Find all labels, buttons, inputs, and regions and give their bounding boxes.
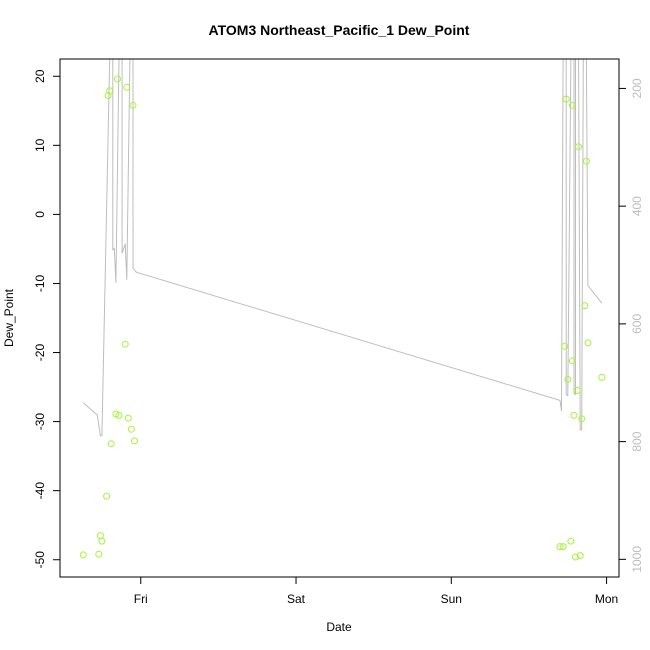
data-point <box>576 552 584 560</box>
y2-tick-label: 200 <box>630 78 644 98</box>
x-tick-label: Fri <box>134 592 148 606</box>
data-point <box>570 411 578 419</box>
y-axis: 20 10 0 -10 -20 -30 -40 -50 <box>33 69 61 569</box>
data-point <box>573 387 581 394</box>
y-tick-label: -20 <box>33 344 47 362</box>
data-point <box>575 143 583 151</box>
data-point <box>103 492 111 500</box>
data-point <box>114 75 121 83</box>
data-point <box>129 101 137 109</box>
y-tick-label: -10 <box>33 274 47 292</box>
data-point <box>124 414 132 422</box>
y-tick-label: 10 <box>33 138 47 152</box>
data-point <box>115 411 123 419</box>
data-point <box>106 87 114 95</box>
data-point <box>127 425 135 433</box>
y2-tick-label: 400 <box>630 196 644 216</box>
data-point <box>121 340 129 348</box>
y2-tick-label: 600 <box>630 314 644 334</box>
data-point <box>95 550 103 558</box>
data-point <box>123 83 131 91</box>
y2-tick-label: 1000 <box>630 546 644 573</box>
x-tick-label: Sun <box>441 592 462 606</box>
data-point <box>572 553 579 561</box>
y-tick-label: 20 <box>33 69 47 83</box>
data-point <box>79 551 87 559</box>
x-axis: Fri Sat Sun Mon <box>134 576 618 606</box>
x-tick-label: Mon <box>595 592 618 606</box>
data-point <box>568 101 576 109</box>
data-point <box>567 537 575 545</box>
data-point <box>581 302 589 310</box>
data-point <box>598 373 606 381</box>
data-point <box>556 543 564 551</box>
chart-title: ATOM3 Northeast_Pacific_1 Dew_Point <box>209 22 470 38</box>
x-axis-label: Date <box>326 620 352 634</box>
x-tick-label: Sat <box>287 592 306 606</box>
data-point <box>131 437 138 445</box>
y2-axis-pressure: 200 400 600 800 1000 <box>618 78 644 573</box>
data-point <box>584 339 592 347</box>
data-point <box>568 357 576 365</box>
data-point <box>578 415 586 423</box>
y-tick-label: -40 <box>33 482 47 500</box>
data-point <box>107 440 115 448</box>
data-point <box>559 543 567 551</box>
data-point <box>98 537 106 545</box>
y-tick-label: -50 <box>33 551 47 569</box>
y-axis-label: Dew_Point <box>2 288 16 347</box>
dew-point-points <box>79 75 606 561</box>
pressure-line-layer <box>82 58 603 437</box>
pressure-series-line <box>82 58 603 437</box>
data-point <box>564 376 572 383</box>
data-point <box>582 157 590 165</box>
y-tick-label: 0 <box>33 211 47 218</box>
data-point <box>104 92 112 100</box>
y-tick-label: -30 <box>33 413 47 431</box>
y2-tick-label: 800 <box>630 431 644 451</box>
data-point <box>561 342 569 350</box>
data-point <box>562 95 570 103</box>
